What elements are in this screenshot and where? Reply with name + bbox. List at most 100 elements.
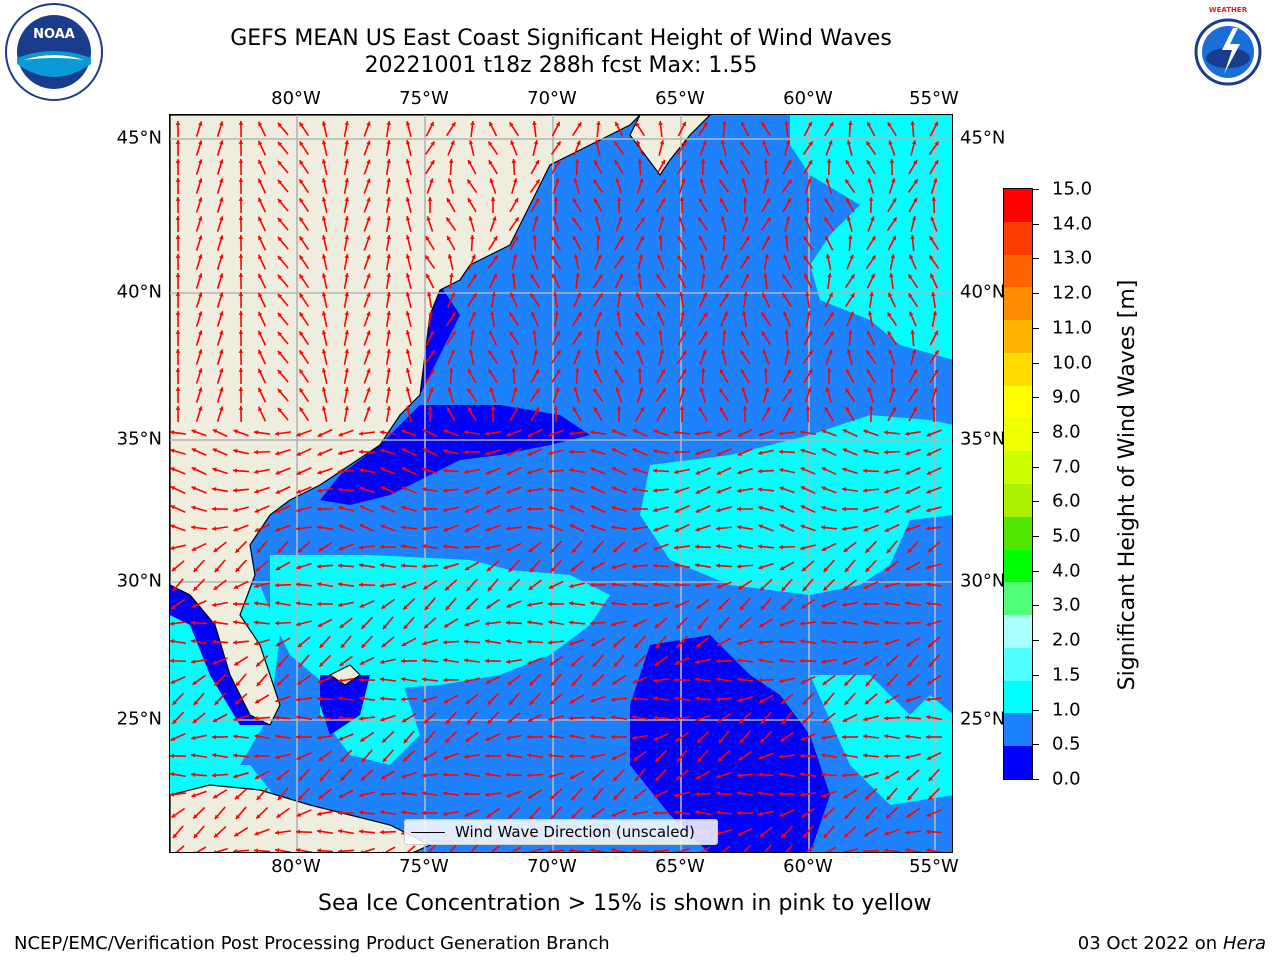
wave-arrow-head xyxy=(344,273,350,278)
wave-arrow-head xyxy=(446,198,451,203)
wave-arrow-head xyxy=(535,388,540,393)
wave-arrow-head xyxy=(422,429,428,434)
wave-arrow-head xyxy=(528,849,531,852)
wave-arrow-head xyxy=(616,406,622,410)
wave-arrow-head xyxy=(760,586,765,591)
wave-arrow-head xyxy=(427,406,433,410)
wave-arrow-head xyxy=(233,448,238,454)
wave-arrow-head xyxy=(703,312,708,317)
wave-arrow-head xyxy=(489,178,494,183)
wave-arrow-head xyxy=(740,160,745,165)
wave-arrow-head xyxy=(344,216,350,221)
wave-arrow-head xyxy=(639,235,645,241)
wave-arrow-head xyxy=(660,160,666,165)
wave-arrow-head xyxy=(886,795,892,801)
wave-arrow-head xyxy=(299,122,304,127)
wave-arrow-head xyxy=(317,564,322,569)
wave-arrow-head xyxy=(844,833,849,838)
wave-arrow-head xyxy=(850,274,855,279)
wave-arrow-head xyxy=(338,468,343,474)
wave-arrow-head xyxy=(821,620,825,626)
wave-arrow-head xyxy=(550,681,556,687)
wave-arrow-head xyxy=(510,292,515,298)
wave-arrow-head xyxy=(800,524,805,529)
wave-arrow-head xyxy=(926,507,931,513)
wave-arrow-head xyxy=(716,773,721,779)
wave-arrow-head xyxy=(569,848,574,852)
wave-arrow-head xyxy=(842,448,848,453)
wave-arrow-head xyxy=(275,698,280,703)
wave-arrow-head xyxy=(535,179,540,184)
wave-arrow-head xyxy=(464,508,470,513)
wave-arrow-head xyxy=(296,432,301,437)
wave-arrow xyxy=(805,845,815,852)
wave-arrow-head xyxy=(529,700,534,705)
wave-arrow-head xyxy=(426,216,431,221)
wave-arrow-head xyxy=(569,733,574,739)
wave-arrow-head xyxy=(219,121,224,126)
wave-arrow-head xyxy=(191,603,197,608)
wave-arrow-head xyxy=(472,293,477,298)
wave-arrow-head xyxy=(653,810,657,816)
wave-arrow-head xyxy=(548,468,553,474)
wave-arrow-head xyxy=(926,432,931,437)
wave-arrow-head xyxy=(632,715,637,720)
wave-arrow-head xyxy=(321,121,327,126)
wave-arrow-head xyxy=(681,178,686,183)
wave-arrow-head xyxy=(219,349,224,354)
wave-arrow-head xyxy=(611,715,616,720)
wave-arrow-head xyxy=(828,140,833,145)
wave-arrow-head xyxy=(338,715,342,721)
wave-arrow-head xyxy=(527,753,532,758)
wave-arrow-head xyxy=(674,469,679,475)
wave-arrow-head xyxy=(170,621,175,626)
wave-arrow-head xyxy=(299,331,304,336)
wave-arrow-head xyxy=(779,791,783,797)
wave-arrow-head xyxy=(632,622,638,627)
wave-arrow-head xyxy=(170,505,176,510)
wave-arrow-head xyxy=(843,547,849,552)
wave-arrow-head xyxy=(405,121,411,126)
wave-arrow-head xyxy=(198,387,203,392)
wave-arrow-head xyxy=(380,583,385,588)
wave-arrow-head xyxy=(611,486,616,491)
wave-arrow-head xyxy=(175,121,181,125)
colorbar-tick-mark xyxy=(1033,605,1039,607)
wave-arrow-head xyxy=(298,548,303,553)
wave-arrow-head xyxy=(296,526,301,531)
wave-arrow-head xyxy=(782,852,786,853)
wave-arrow-head xyxy=(381,642,387,648)
wave-arrow-head xyxy=(739,719,744,724)
wave-arrow-head xyxy=(254,831,259,836)
wave-arrow-head xyxy=(724,274,729,279)
wave-arrow-head xyxy=(532,121,537,126)
wave-arrow-head xyxy=(821,448,827,453)
wave-arrow-head xyxy=(695,717,700,722)
lon-tick-bottom: 70°W xyxy=(527,856,577,877)
wave-arrow-head xyxy=(548,773,553,779)
wave-arrow-head xyxy=(800,621,805,626)
wave-arrow-head xyxy=(317,488,322,494)
wave-arrow-head xyxy=(913,369,918,374)
wave-arrow-head xyxy=(849,254,854,260)
wave-arrow-head xyxy=(909,254,914,260)
wave-arrow-head xyxy=(512,254,518,259)
wave-arrow xyxy=(213,847,228,852)
wave-arrow-head xyxy=(338,450,343,456)
wave-arrow-head xyxy=(569,505,575,510)
wave-arrow-head xyxy=(317,506,321,512)
wave-arrow-head xyxy=(405,235,411,240)
wave-arrow-head xyxy=(485,753,489,759)
wave-arrow-head xyxy=(548,584,554,589)
wave-arrow-head xyxy=(764,254,770,259)
lon-tick-top: 70°W xyxy=(527,88,577,109)
wave-arrow-head xyxy=(640,407,645,412)
wave-arrow-head xyxy=(233,601,237,607)
wave-arrow-head xyxy=(233,640,238,645)
wave-arrow-head xyxy=(884,831,889,836)
lon-tick-top: 80°W xyxy=(271,88,321,109)
wave-arrow-head xyxy=(233,734,238,739)
wave-arrow-head xyxy=(553,292,558,297)
wave-arrow-head xyxy=(321,368,327,373)
wave-arrow-head xyxy=(719,407,724,412)
